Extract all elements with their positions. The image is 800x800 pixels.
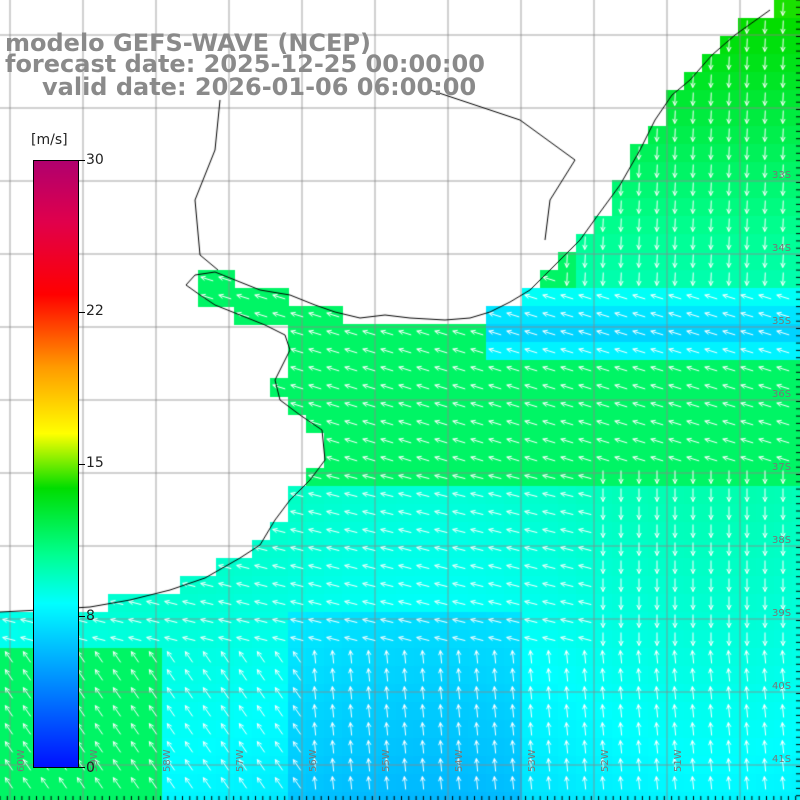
longitude-label: 54W xyxy=(454,749,465,772)
latitude-label: 38S xyxy=(772,535,792,546)
colorbar-tickmark xyxy=(79,767,85,768)
longitude-label: 57W xyxy=(235,749,246,772)
latitude-label: 39S xyxy=(772,608,792,619)
colorbar-tickmark xyxy=(79,312,85,313)
latitude-label: 41S xyxy=(772,754,792,765)
colorbar-unit: [m/s] xyxy=(31,132,68,148)
colorbar-tickmark xyxy=(79,616,85,617)
colorbar-tick-0: 0 xyxy=(86,760,95,776)
colorbar-tickmark xyxy=(79,160,85,161)
colorbar xyxy=(33,160,79,768)
longitude-label: 53W xyxy=(527,749,538,772)
colorbar-tick-15: 15 xyxy=(86,455,104,471)
colorbar-tick-8: 8 xyxy=(86,608,95,624)
colorbar-tick-22: 22 xyxy=(86,303,104,319)
longitude-label: 51W xyxy=(673,749,684,772)
longitude-label: 60W xyxy=(16,749,27,772)
longitude-label: 56W xyxy=(308,749,319,772)
colorbar-tick-30: 30 xyxy=(86,152,104,168)
title-forecast-date: forecast date: 2025-12-25 00:00:00 xyxy=(5,50,485,78)
latitude-label: 40S xyxy=(772,681,792,692)
colorbar-tickmark xyxy=(79,464,85,465)
latitude-label: 33S xyxy=(772,170,792,181)
title-model: modelo GEFS-WAVE (NCEP) xyxy=(5,29,371,57)
longitude-label: 52W xyxy=(600,749,611,772)
latitude-label: 36S xyxy=(772,389,792,400)
latitude-label: 34S xyxy=(772,243,792,254)
latitude-label: 37S xyxy=(772,462,792,473)
longitude-label: 58W xyxy=(162,749,173,772)
longitude-label: 55W xyxy=(381,749,392,772)
title-valid-date: valid date: 2026-01-06 06:00:00 xyxy=(42,73,477,101)
latitude-label: 35S xyxy=(772,316,792,327)
